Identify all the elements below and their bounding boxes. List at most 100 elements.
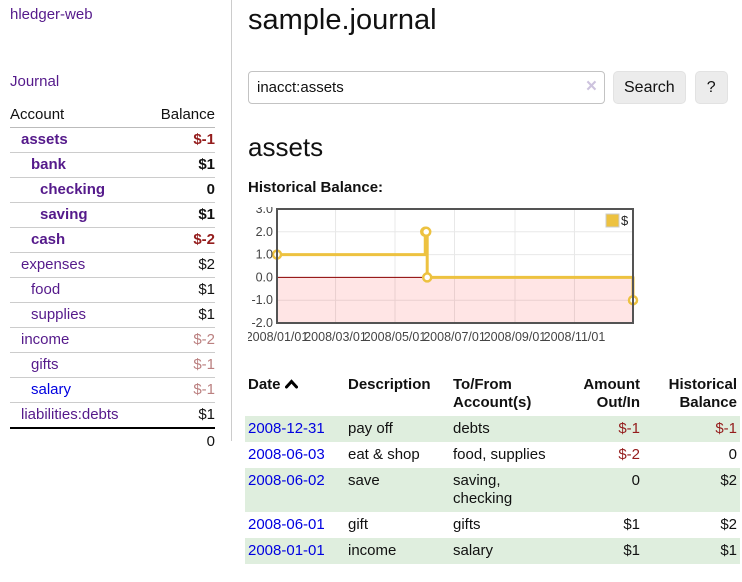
register-header-description: Description bbox=[348, 376, 431, 393]
svg-text:2.0: 2.0 bbox=[256, 225, 273, 239]
help-button[interactable]: ? bbox=[694, 71, 728, 104]
svg-text:1.0: 1.0 bbox=[256, 248, 273, 262]
transaction-description: income bbox=[348, 542, 397, 559]
account-link[interactable]: saving bbox=[40, 206, 88, 223]
transaction-date-cell: 2008-06-01 bbox=[245, 512, 345, 538]
svg-text:2008/01/01: 2008/01/01 bbox=[248, 330, 308, 344]
transaction-date-link[interactable]: 2008-01-01 bbox=[248, 542, 325, 559]
transaction-amount: $-1 bbox=[618, 420, 640, 437]
account-link[interactable]: salary bbox=[31, 381, 72, 398]
transaction-date-cell: 2008-01-01 bbox=[245, 538, 345, 564]
account-link[interactable]: food bbox=[31, 281, 61, 298]
account-balance: $1 bbox=[146, 302, 215, 328]
account-row: gifts $-1 bbox=[10, 352, 215, 378]
svg-text:3.0: 3.0 bbox=[256, 207, 273, 216]
account-balance: 0 bbox=[146, 177, 215, 203]
account-link[interactable]: expenses bbox=[21, 256, 86, 273]
account-link[interactable]: checking bbox=[40, 181, 106, 198]
register-header-amount: Amount Out/In bbox=[583, 376, 640, 411]
transaction-accounts: debts bbox=[453, 420, 490, 437]
transaction-balance: $-1 bbox=[715, 420, 737, 437]
account-row: saving $1 bbox=[10, 202, 215, 228]
transaction-date-link[interactable]: 2008-06-02 bbox=[248, 472, 325, 489]
account-link[interactable]: cash bbox=[31, 231, 66, 248]
svg-text:-2.0: -2.0 bbox=[251, 316, 273, 330]
chart-canvas: $3.0 2.0 1.0 0.0 -1.0 -2.02008/01/012008/03/0… bbox=[246, 202, 639, 344]
account-row: salary $-1 bbox=[10, 377, 215, 403]
account-balance: $1 bbox=[146, 152, 215, 178]
accounts-header-balance: Balance bbox=[146, 103, 215, 128]
transaction-row: 2008-06-02 save saving, checking 0 $2 bbox=[245, 468, 740, 512]
app: hledger-web Journal Account Balance asse… bbox=[0, 0, 742, 564]
search-bar: × Search ? bbox=[248, 71, 742, 104]
account-balance: $-2 bbox=[146, 327, 215, 353]
register-header-date[interactable]: Date bbox=[245, 372, 345, 416]
account-link[interactable]: assets bbox=[21, 131, 68, 148]
app-brand-link[interactable]: hledger-web bbox=[10, 6, 93, 23]
register-header-accounts: To/From Account(s) bbox=[453, 376, 532, 411]
transaction-amount: $1 bbox=[623, 516, 640, 533]
account-row: expenses $2 bbox=[10, 252, 215, 278]
account-link[interactable]: income bbox=[21, 331, 70, 348]
sidebar-inner: hledger-web Journal Account Balance asse… bbox=[0, 0, 232, 454]
transaction-description: eat & shop bbox=[348, 446, 420, 463]
accounts-header-row: Account Balance bbox=[10, 103, 215, 128]
account-balance: $1 bbox=[146, 402, 215, 428]
accounts-table: Account Balance assets $-1 bank $1 checking 0… bbox=[10, 103, 215, 454]
clear-search-icon[interactable]: × bbox=[585, 76, 597, 97]
account-row: food $1 bbox=[10, 277, 215, 303]
account-balance: $1 bbox=[146, 202, 215, 228]
search-button[interactable]: Search bbox=[613, 71, 686, 104]
account-row: income $-2 bbox=[10, 327, 215, 353]
account-balance: $2 bbox=[146, 252, 215, 278]
account-link[interactable]: supplies bbox=[31, 306, 87, 323]
transaction-date-link[interactable]: 2008-06-01 bbox=[248, 516, 325, 533]
accounts-table-body: assets $-1 bank $1 checking 0 saving $1 cash $-2 e… bbox=[10, 128, 215, 428]
register-table-body: 2008-12-31 pay off debts $-1 $-1 2008-06-03 ea… bbox=[245, 416, 740, 564]
transaction-description: save bbox=[348, 472, 380, 489]
svg-text:0.0: 0.0 bbox=[256, 270, 273, 284]
svg-text:2008/03/01: 2008/03/01 bbox=[304, 330, 367, 344]
transaction-balance: $2 bbox=[720, 472, 737, 489]
account-balance: $-1 bbox=[146, 352, 215, 378]
transaction-row: 2008-12-31 pay off debts $-1 $-1 bbox=[245, 416, 740, 442]
account-balance: $-2 bbox=[146, 227, 215, 253]
svg-text:2008/05/01: 2008/05/01 bbox=[364, 330, 427, 344]
transaction-accounts: saving, checking bbox=[453, 472, 513, 507]
transaction-accounts: food, supplies bbox=[453, 446, 546, 463]
historical-balance-chart: $3.0 2.0 1.0 0.0 -1.0 -2.0 2008/01/01 2008/03/0… bbox=[246, 202, 742, 353]
account-row: cash $-2 bbox=[10, 227, 215, 253]
account-link[interactable]: gifts bbox=[31, 356, 59, 373]
account-balance: $1 bbox=[146, 277, 215, 303]
transaction-date-cell: 2008-06-03 bbox=[245, 442, 345, 468]
account-row: assets $-1 bbox=[10, 128, 215, 153]
accounts-total-row: 0 bbox=[10, 427, 215, 454]
transaction-date-cell: 2008-06-02 bbox=[245, 468, 345, 512]
transaction-balance: $2 bbox=[720, 516, 737, 533]
transaction-date-link[interactable]: 2008-12-31 bbox=[248, 420, 325, 437]
account-link[interactable]: bank bbox=[31, 156, 67, 173]
accounts-total-balance: 0 bbox=[146, 427, 215, 454]
account-balance: $-1 bbox=[146, 377, 215, 403]
sort-ascending-icon bbox=[284, 379, 298, 389]
account-row: checking 0 bbox=[10, 177, 215, 203]
register-table: Date Description To/From Account(s) Amou… bbox=[245, 372, 740, 564]
register-header-row: Date Description To/From Account(s) Amou… bbox=[245, 372, 740, 416]
accounts-header-account: Account bbox=[10, 103, 147, 128]
account-link[interactable]: liabilities:debts bbox=[21, 406, 119, 423]
account-heading: assets bbox=[248, 132, 324, 162]
transaction-date-cell: 2008-12-31 bbox=[245, 416, 345, 442]
transaction-balance: 0 bbox=[728, 446, 737, 463]
transaction-amount: 0 bbox=[631, 472, 640, 489]
svg-text:2008/11/01: 2008/11/01 bbox=[544, 330, 606, 344]
main-content: sample.journal × Search ? assets Histori… bbox=[232, 0, 742, 564]
account-row: liabilities:debts $1 bbox=[10, 402, 215, 428]
transaction-row: 2008-06-01 gift gifts $1 $2 bbox=[245, 512, 740, 538]
account-row: bank $1 bbox=[10, 152, 215, 178]
sidebar-item-journal[interactable]: Journal bbox=[10, 73, 60, 90]
transaction-date-link[interactable]: 2008-06-03 bbox=[248, 446, 325, 463]
svg-text:-1.0: -1.0 bbox=[251, 293, 273, 307]
transaction-description: gift bbox=[348, 516, 369, 533]
search-input[interactable] bbox=[248, 71, 605, 104]
svg-text:2008/09/01: 2008/09/01 bbox=[484, 330, 547, 344]
